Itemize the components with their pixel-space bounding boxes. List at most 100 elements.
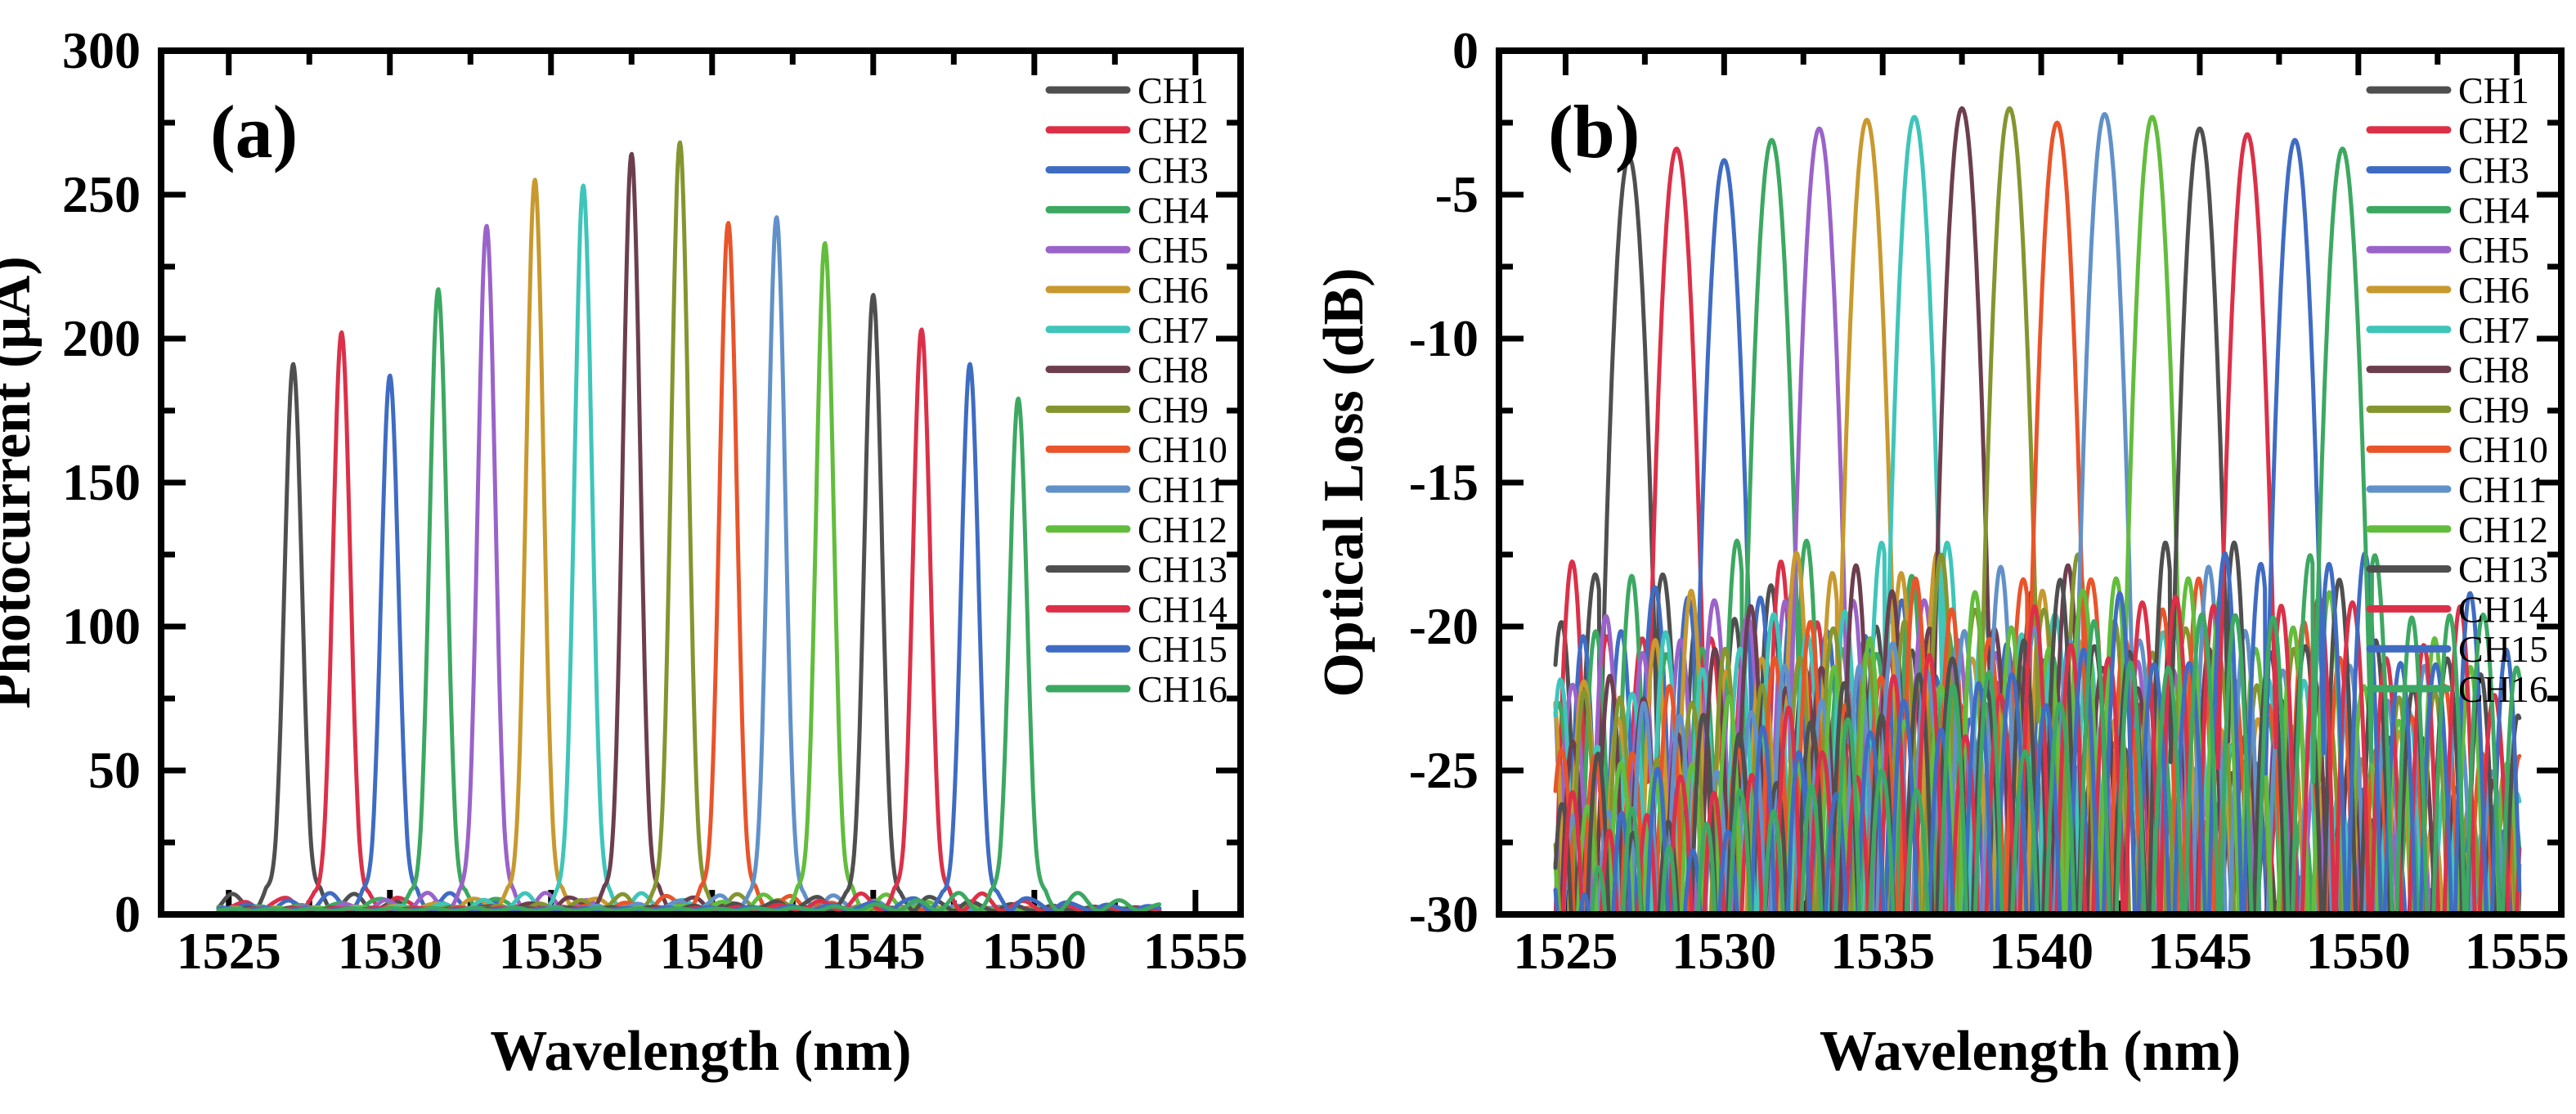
legend-item-CH9: CH9 — [1045, 389, 1209, 430]
legend-item-CH7: CH7 — [2366, 309, 2529, 351]
legend-item-CH10: CH10 — [2366, 429, 2548, 470]
panel-tag: (a) — [210, 90, 298, 173]
legend-label-CH10: CH10 — [2458, 429, 2548, 470]
x-tick-label: 1535 — [499, 922, 604, 980]
legend-item-CH4: CH4 — [1045, 189, 1209, 231]
y-axis-title: Photocurrent (μA) — [0, 256, 43, 709]
y-tick-label: 250 — [62, 165, 141, 223]
axis-ticks — [161, 47, 1241, 918]
legend: CH1CH2CH3CH4CH5CH6CH7CH8CH9CH10CH11CH12C… — [2366, 70, 2548, 710]
y-tick-label: 300 — [62, 21, 141, 79]
x-tick-label: 1525 — [1513, 922, 1618, 980]
legend-label-CH9: CH9 — [1138, 389, 1209, 430]
legend-label-CH15: CH15 — [1138, 628, 1227, 670]
y-tick-label: 100 — [62, 597, 141, 655]
legend-label-CH5: CH5 — [1138, 229, 1209, 271]
y-tick-label: -25 — [1409, 741, 1479, 799]
legend-label-CH11: CH11 — [2458, 469, 2547, 510]
y-tick-label: -5 — [1435, 165, 1479, 223]
series-CH14-curve — [1561, 132, 2522, 912]
legend-item-CH13: CH13 — [1045, 549, 1227, 591]
y-tick-label: -20 — [1409, 597, 1479, 655]
legend-item-CH3: CH3 — [2366, 150, 2529, 191]
y-tick-label: 0 — [1452, 21, 1479, 79]
legend-item-CH16: CH16 — [2366, 668, 2548, 710]
legend-item-CH14: CH14 — [1045, 588, 1227, 630]
legend-label-CH5: CH5 — [2458, 229, 2529, 271]
series-CH16-curve — [1590, 146, 2522, 912]
legend-label-CH16: CH16 — [2458, 668, 2548, 710]
legend-item-CH8: CH8 — [1045, 349, 1209, 391]
x-tick-label: 1530 — [338, 922, 442, 980]
legend-label-CH3: CH3 — [1138, 150, 1209, 191]
series-CH16-curve — [216, 396, 1162, 912]
legend-label-CH14: CH14 — [1138, 588, 1227, 630]
legend-label-CH12: CH12 — [1138, 509, 1227, 550]
legend-label-CH11: CH11 — [1138, 469, 1226, 510]
panel-b: 1525 1530 1535 1540 1545 1550 1555 0 -5 -10 -15 -20… — [1313, 21, 2569, 1083]
x-tick-label: 1555 — [2465, 922, 2569, 980]
legend-label-CH2: CH2 — [2458, 110, 2529, 151]
legend-label-CH13: CH13 — [2458, 549, 2548, 591]
legend-item-CH6: CH6 — [2366, 269, 2529, 311]
legend-label-CH16: CH16 — [1138, 668, 1227, 710]
series-CH15-curve — [1553, 137, 2522, 912]
x-tick-label: 1525 — [177, 922, 281, 980]
legend-label-CH7: CH7 — [1138, 309, 1209, 351]
x-axis-title: Wavelength (nm) — [490, 1020, 911, 1083]
legend-item-CH5: CH5 — [2366, 229, 2529, 271]
legend-label-CH15: CH15 — [2458, 628, 2548, 670]
series-CH9-curve — [216, 140, 1162, 912]
legend-label-CH4: CH4 — [1138, 189, 1209, 231]
legend-label-CH10: CH10 — [1138, 429, 1227, 470]
legend-item-CH11: CH11 — [2366, 469, 2547, 510]
plot-spine — [1496, 47, 2565, 918]
x-tick-label: 1535 — [1830, 922, 1935, 980]
legend-label-CH7: CH7 — [2458, 309, 2529, 351]
legend-item-CH8: CH8 — [2366, 349, 2529, 391]
y-tick-label: -15 — [1409, 453, 1479, 511]
x-tick-label: 1550 — [982, 922, 1087, 980]
legend-label-CH9: CH9 — [2458, 389, 2529, 430]
legend-item-CH15: CH15 — [2366, 628, 2548, 670]
legend-item-CH4: CH4 — [2366, 189, 2529, 231]
legend-item-CH7: CH7 — [1045, 309, 1209, 351]
legend-item-CH12: CH12 — [2366, 509, 2548, 550]
panel-a: 1525 1530 1535 1540 1545 1550 1555 0 50 100 150 200… — [0, 21, 1248, 1083]
legend-label-CH1: CH1 — [1138, 70, 1209, 111]
legend-label-CH6: CH6 — [1138, 269, 1209, 311]
x-axis-title: Wavelength (nm) — [1820, 1020, 2241, 1083]
plot-spine — [158, 47, 1244, 918]
legend-item-CH13: CH13 — [2366, 549, 2548, 591]
legend-item-CH2: CH2 — [2366, 110, 2529, 151]
legend-item-CH11: CH11 — [1045, 469, 1226, 510]
legend: CH1CH2CH3CH4CH5CH6CH7CH8CH9CH10CH11CH12C… — [1045, 70, 1227, 710]
x-tick-label: 1540 — [1989, 922, 2094, 980]
legend-item-CH10: CH10 — [1045, 429, 1227, 470]
legend-item-CH3: CH3 — [1045, 150, 1209, 191]
y-tick-label: -10 — [1409, 309, 1479, 367]
y-tick-label: 150 — [62, 453, 141, 511]
x-tick-label: 1545 — [821, 922, 926, 980]
legend-item-CH1: CH1 — [1045, 70, 1209, 111]
x-tick-label: 1550 — [2306, 922, 2411, 980]
legend-label-CH8: CH8 — [2458, 349, 2529, 391]
x-tick-label: 1545 — [2147, 922, 2252, 980]
legend-item-CH15: CH15 — [1045, 628, 1227, 670]
y-tick-label: -30 — [1409, 885, 1479, 943]
legend-item-CH6: CH6 — [1045, 269, 1209, 311]
legend-label-CH13: CH13 — [1138, 549, 1227, 591]
series-curves — [216, 140, 1162, 912]
legend-label-CH14: CH14 — [2458, 588, 2548, 630]
y-tick-label: 50 — [88, 741, 141, 799]
legend-label-CH8: CH8 — [1138, 349, 1209, 391]
legend-item-CH2: CH2 — [1045, 110, 1209, 151]
legend-item-CH14: CH14 — [2366, 588, 2548, 630]
legend-label-CH3: CH3 — [2458, 150, 2529, 191]
legend-item-CH12: CH12 — [1045, 509, 1227, 550]
legend-item-CH9: CH9 — [2366, 389, 2529, 430]
x-tick-label: 1540 — [660, 922, 765, 980]
legend-label-CH4: CH4 — [2458, 189, 2529, 231]
